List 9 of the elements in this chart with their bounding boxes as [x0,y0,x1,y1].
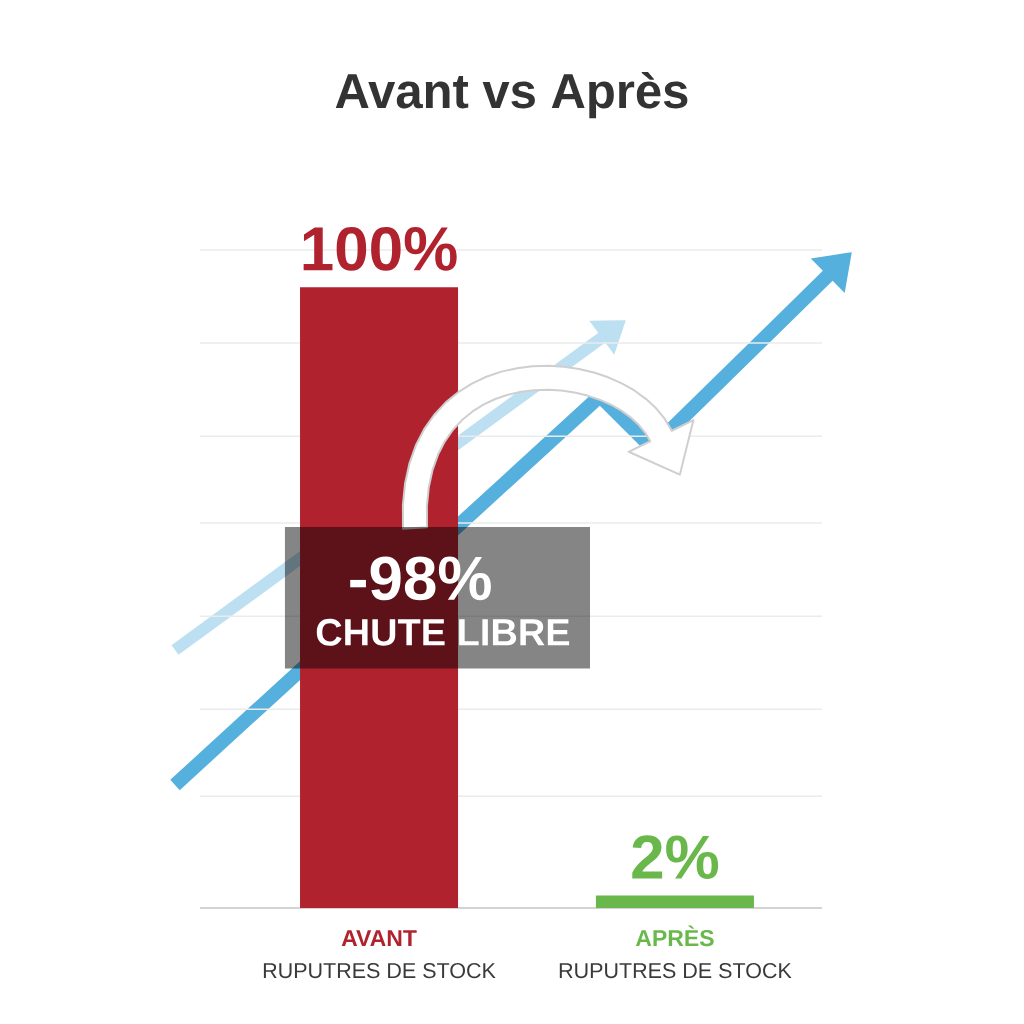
annotation: -98% [350,556,491,601]
x-tick-label: APRÈS [635,925,714,947]
data-label: 100% [303,226,457,271]
text: RUPUTRES DE STOCK [263,962,496,979]
data-label: 2% [632,835,719,880]
chart-title: Avant vs Après [335,72,688,119]
text: RUPUTRES DE STOCK [559,962,792,979]
annotation: CHUTE LIBRE [316,618,570,646]
x-tick-label: AVANT [341,930,417,946]
